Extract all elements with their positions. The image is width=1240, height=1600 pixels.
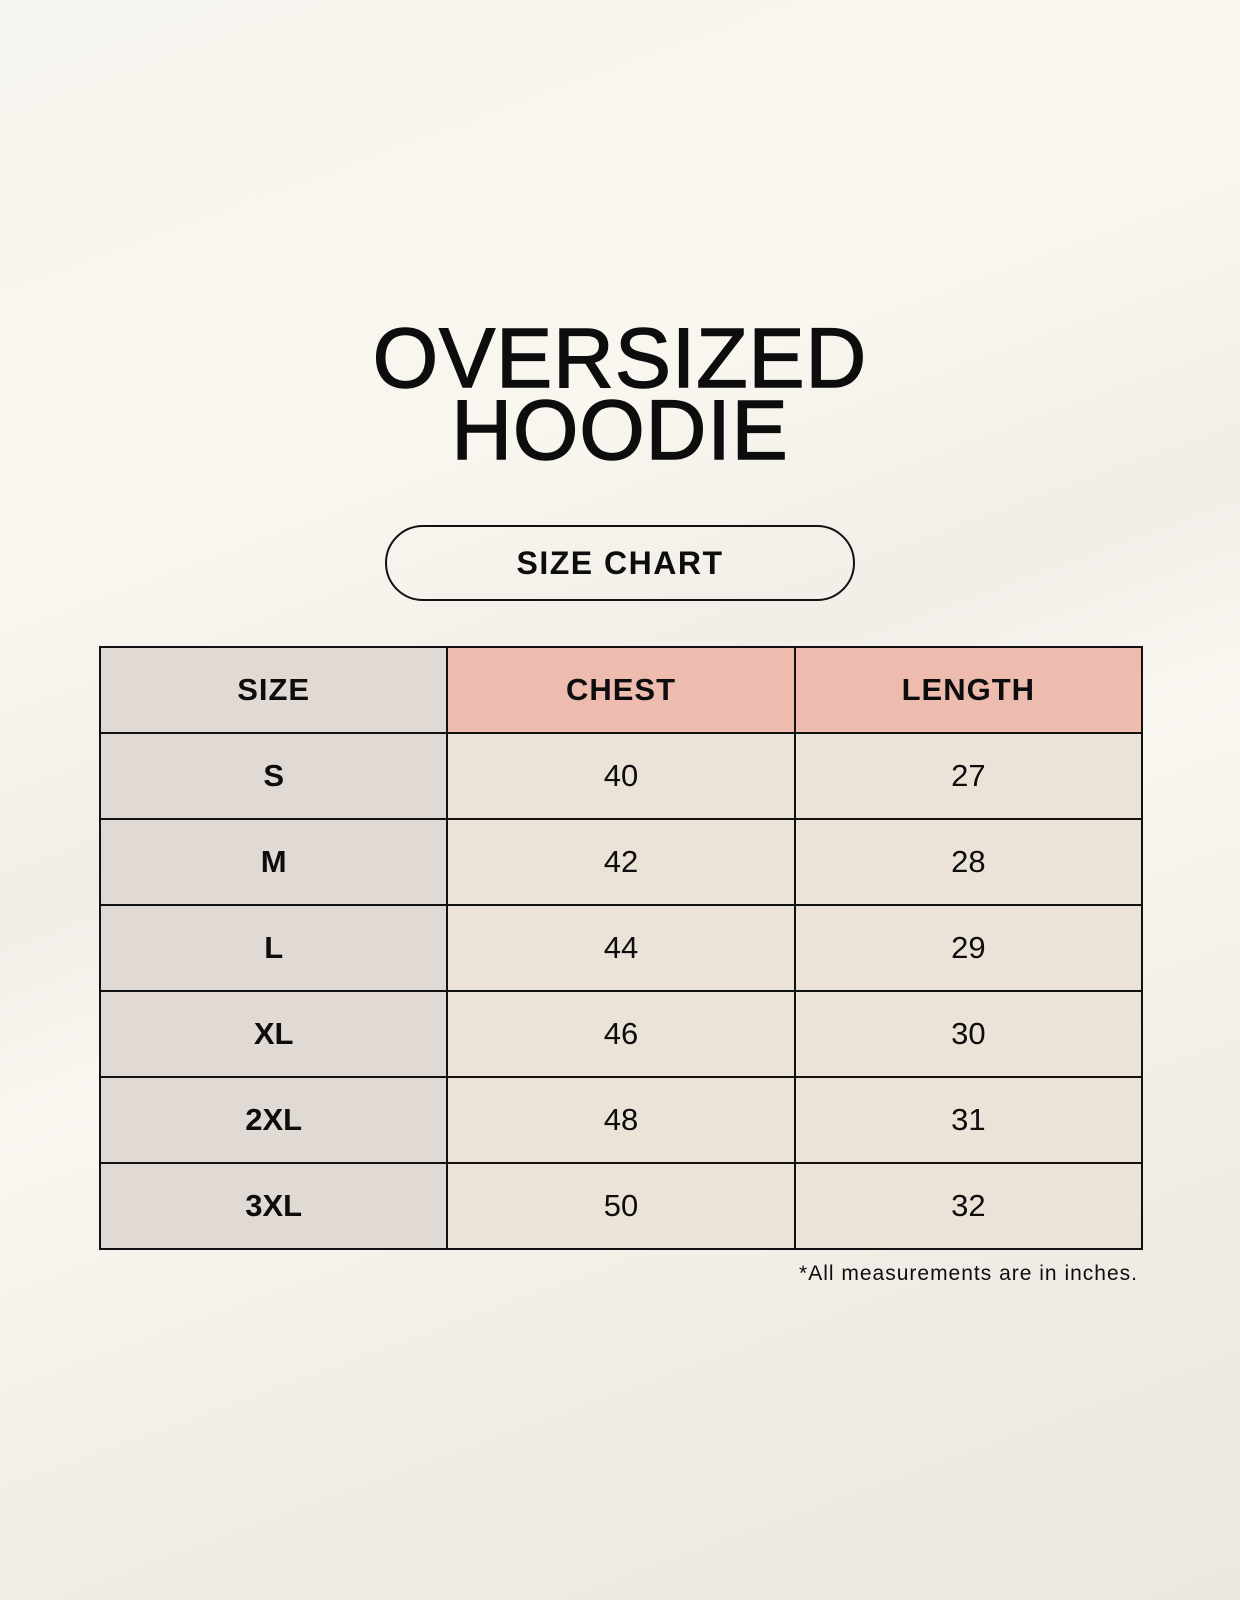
chest-cell: 46	[446, 990, 796, 1078]
size-cell: XL	[98, 990, 449, 1078]
footnote: *All measurements are in inches.	[799, 1262, 1138, 1285]
size-cell: M	[98, 818, 449, 906]
table-row: 3XL 50 32	[98, 1162, 1144, 1250]
title-line-2: HOODIE	[451, 383, 789, 477]
header-length: LENGTH	[793, 646, 1144, 734]
size-chart-label: SIZE CHART	[385, 525, 855, 601]
size-table: SIZE CHEST LENGTH S 40 27 M 42 28 L 44 29 XL 46 30 2…	[98, 646, 1144, 1250]
table-header-row: SIZE CHEST LENGTH	[98, 646, 1144, 734]
size-cell: L	[98, 904, 449, 992]
length-cell: 30	[793, 990, 1144, 1078]
table-row: 2XL 48 31	[98, 1076, 1144, 1164]
header-size: SIZE	[98, 646, 449, 734]
table-row: S 40 27	[98, 732, 1144, 820]
length-cell: 32	[793, 1162, 1144, 1250]
size-cell: 2XL	[98, 1076, 449, 1164]
title-line-1: OVERSIZED	[372, 311, 868, 405]
length-cell: 31	[793, 1076, 1144, 1164]
length-cell: 27	[793, 732, 1144, 820]
table-row: L 44 29	[98, 904, 1144, 992]
chest-cell: 50	[446, 1162, 796, 1250]
chest-cell: 42	[446, 818, 796, 906]
length-cell: 29	[793, 904, 1144, 992]
chest-cell: 44	[446, 904, 796, 992]
size-cell: S	[98, 732, 449, 820]
header-chest: CHEST	[446, 646, 796, 734]
chest-cell: 40	[446, 732, 796, 820]
table-row: XL 46 30	[98, 990, 1144, 1078]
size-cell: 3XL	[98, 1162, 449, 1250]
page-title: OVERSIZED HOODIE	[0, 311, 1240, 477]
chest-cell: 48	[446, 1076, 796, 1164]
table-row: M 42 28	[98, 818, 1144, 906]
length-cell: 28	[793, 818, 1144, 906]
